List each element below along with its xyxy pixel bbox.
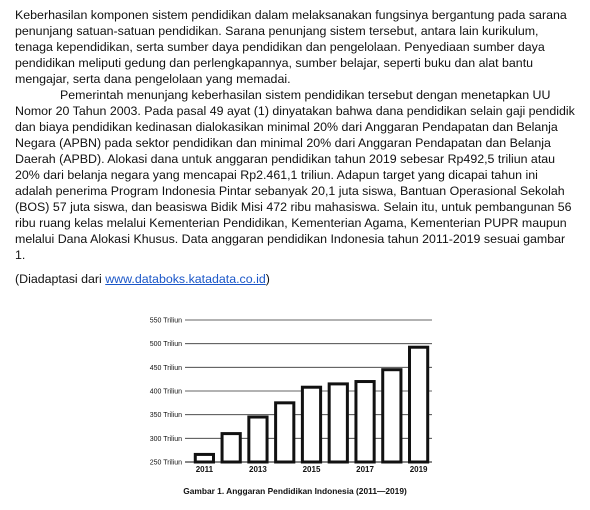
bar-2012 — [220, 432, 242, 464]
y-tick-label: 450 Triliun — [150, 365, 182, 372]
x-tick-label: 2011 — [196, 465, 214, 474]
bar-2018 — [381, 368, 403, 464]
y-tick-label: 500 Triliun — [150, 341, 182, 348]
chart-figure: 250 Triliun 300 Triliun 350 Triliun 400 Tri… — [140, 305, 450, 505]
x-tick-label: 2017 — [356, 465, 374, 474]
paragraph-2-text: Pemerintah menunjang keberhasilan sistem… — [15, 88, 575, 262]
source-link[interactable]: www.databoks.katadata.co.id — [105, 272, 266, 286]
x-tick-label: 2013 — [249, 465, 267, 474]
source-citation: (Diadaptasi dari www.databoks.katadata.c… — [15, 271, 270, 287]
y-tick-label: 300 Triliun — [150, 436, 182, 443]
bar-2019 — [408, 345, 430, 464]
paragraph-1: Keberhasilan komponen sistem pendidikan … — [15, 8, 567, 86]
y-tick-label: 550 Triliun — [150, 318, 182, 325]
chart-caption: Gambar 1. Anggaran Pendidikan Indonesia … — [183, 486, 407, 496]
bar-2017 — [354, 380, 376, 464]
y-tick-label: 350 Triliun — [150, 412, 182, 419]
x-tick-label: 2019 — [410, 465, 428, 474]
bar-chart: 250 Triliun 300 Triliun 350 Triliun 400 Tri… — [150, 318, 432, 474]
bar-2011 — [193, 452, 215, 464]
bar-2014 — [274, 401, 296, 464]
bar-2013 — [247, 415, 269, 464]
paragraph-2: Pemerintah menunjang keberhasilan sistem… — [15, 87, 577, 263]
source-prefix: (Diadaptasi dari — [15, 272, 106, 286]
bar-2016 — [327, 382, 349, 464]
x-tick-label: 2015 — [303, 465, 321, 474]
bar-2015 — [300, 385, 323, 464]
source-suffix: ) — [265, 272, 270, 286]
y-tick-label: 400 Triliun — [150, 389, 182, 396]
y-tick-label: 250 Triliun — [150, 460, 182, 467]
